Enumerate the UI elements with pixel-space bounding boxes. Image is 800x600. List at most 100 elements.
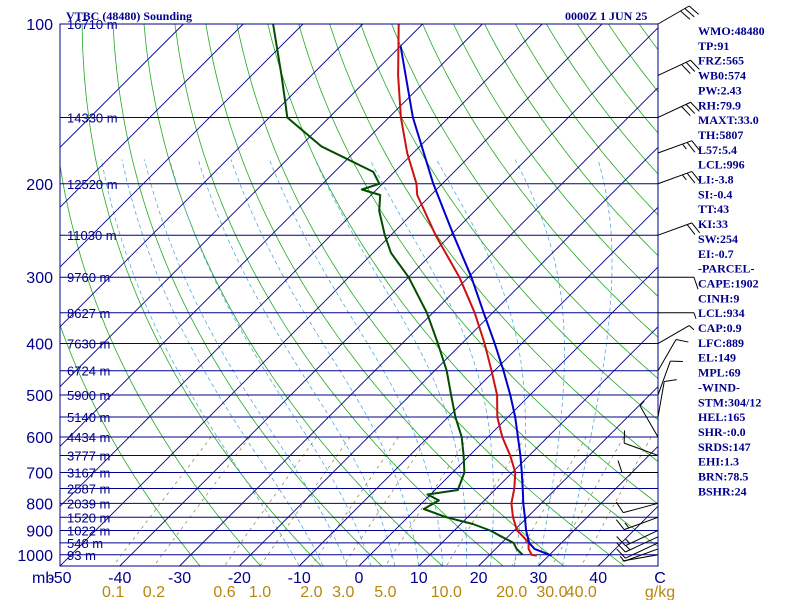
wind-barbs <box>615 5 701 562</box>
dry-adiabat <box>298 24 658 505</box>
wind-barb-feather <box>693 277 699 290</box>
index-line: SRDS:147 <box>698 440 751 454</box>
moist-adiabat <box>197 159 396 566</box>
isotherm <box>60 24 483 448</box>
plot-frame <box>59 23 659 567</box>
temperature-tick-label: 30 <box>530 570 548 587</box>
height-label: 3777 m <box>67 448 110 463</box>
wind-barb-feather <box>616 536 626 547</box>
wind-barb-staff <box>624 548 659 562</box>
wind-barb-staff <box>657 101 691 118</box>
wind-barb <box>658 312 697 319</box>
pressure-axis: 100 200 300 400 500 600 700 800 900 1000 mb <box>17 17 54 587</box>
height-label: 1520 m <box>67 510 110 525</box>
index-line: LCL:996 <box>698 158 745 172</box>
temperature-tick-label: -30 <box>168 570 191 587</box>
pressure-tick-label: 300 <box>26 270 53 287</box>
wind-barb-feather <box>681 64 691 74</box>
height-label: 5900 m <box>67 388 110 403</box>
index-line: TP:91 <box>698 39 729 53</box>
index-line: BSHR:24 <box>698 484 747 498</box>
wind-barb <box>657 325 695 344</box>
wind-barb-feather <box>690 59 700 70</box>
isotherm <box>60 24 184 149</box>
isotherm <box>60 24 543 507</box>
wind-barb-feather <box>675 339 689 343</box>
index-line: LCL:934 <box>698 306 745 320</box>
wind-barb-feather <box>681 106 691 117</box>
dry-adiabat <box>453 24 658 297</box>
wind-barb-staff <box>625 542 659 559</box>
height-label: 7630 m <box>67 337 110 352</box>
pressure-tick-label: 500 <box>26 388 53 405</box>
index-line: EI:-0.7 <box>698 247 734 261</box>
wind-barb-staff <box>624 442 659 456</box>
mixing-ratio-line <box>311 436 399 566</box>
height-label: 11030 m <box>67 228 117 243</box>
index-line: EHI:1.3 <box>698 455 739 469</box>
temperature-tick-label: -50 <box>48 570 71 587</box>
wind-barb-staff <box>657 381 665 418</box>
mixing-ratio-tick-label: 0.6 <box>213 584 235 600</box>
height-label: 3167 m <box>67 466 110 481</box>
moist-adiabat <box>169 159 372 566</box>
dry-adiabat <box>267 24 658 548</box>
wind-barb-feather <box>680 10 691 20</box>
wind-barb-feather <box>616 548 626 559</box>
isotherm <box>60 24 244 208</box>
height-label: 16710 m <box>67 17 118 32</box>
height-label: 5140 m <box>67 410 110 425</box>
mixing-ratio-line <box>551 436 625 566</box>
wind-barb <box>657 222 701 236</box>
wind-barb <box>615 501 659 514</box>
indices-panel: WMO:48480TP:91FRZ:565WB0:574PW:2.43RH:79… <box>698 24 765 498</box>
wind-barb <box>658 276 699 290</box>
chart-time: 0000Z 1 JUN 25 <box>565 9 647 23</box>
wind-barb <box>616 542 659 559</box>
isotherm <box>298 206 658 566</box>
index-line: FRZ:565 <box>698 54 744 68</box>
isotherm <box>119 27 658 566</box>
wind-barb-staff <box>657 360 671 396</box>
pressure-tick-label: 800 <box>26 496 53 513</box>
mixing-ratio-line <box>259 436 351 566</box>
mixing-ratio-tick-label: 40.0 <box>566 584 597 600</box>
moist-adiabat <box>561 159 613 566</box>
wind-barb-feather <box>619 555 625 562</box>
pressure-tick-label: 1000 <box>17 548 53 565</box>
wind-barb-staff <box>657 339 677 371</box>
dry-adiabat <box>60 162 261 566</box>
pressure-tick-label: 600 <box>26 430 53 447</box>
height-label: 93 m <box>67 548 96 563</box>
height-label: 12520 m <box>67 177 118 192</box>
wind-barb <box>657 140 701 154</box>
mixing-ratio-line <box>580 436 652 566</box>
dry-adiabat <box>391 24 658 379</box>
wind-barb-feather <box>691 140 701 151</box>
height-label: 2587 m <box>67 481 110 496</box>
index-line: CAPE:1902 <box>698 276 759 290</box>
wind-barb <box>617 460 658 474</box>
index-line: SI:-0.4 <box>698 187 732 201</box>
wind-barb-staff <box>625 536 659 553</box>
wind-barb-staff <box>639 405 659 438</box>
isotherm <box>239 146 658 566</box>
dry-adiabat <box>329 24 658 463</box>
mixing-ratio-tick-label: 3.0 <box>332 584 354 600</box>
dry-adiabat <box>546 24 658 175</box>
dry-adiabat <box>174 24 504 566</box>
height-label: 548 m <box>67 536 103 551</box>
wind-barb-feather <box>684 8 695 18</box>
temperature-tick-label: 40 <box>589 570 607 587</box>
index-line: TH:5807 <box>698 128 743 142</box>
wind-barb <box>615 516 659 531</box>
wind-barb-staff <box>657 325 690 344</box>
pressure-tick-label: 200 <box>26 177 53 194</box>
temperature-tick-label: -10 <box>288 570 311 587</box>
wind-barb <box>619 548 659 562</box>
wind-barb <box>639 400 659 438</box>
mixing-ratio-tick-label: 10.0 <box>431 584 462 600</box>
index-line: SHR-:0.0 <box>698 425 746 439</box>
wind-barb <box>657 59 700 76</box>
wind-barb-feather <box>688 325 695 331</box>
